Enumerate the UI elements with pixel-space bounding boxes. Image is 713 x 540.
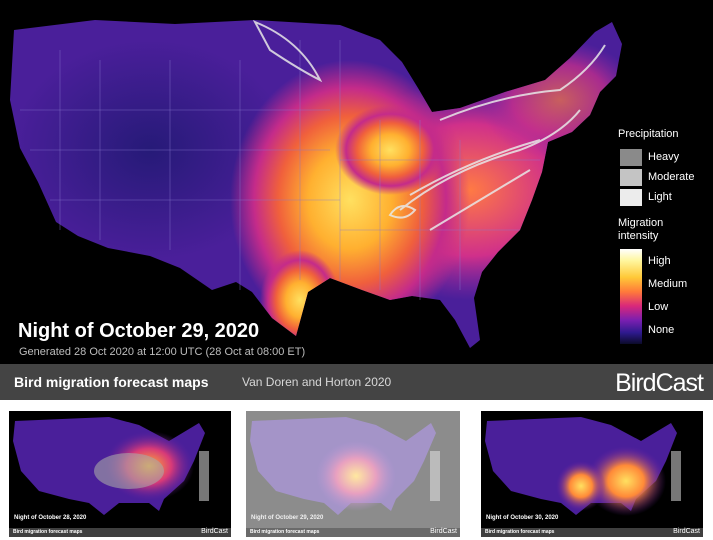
birdcast-logo: BirdCast [615, 369, 704, 397]
migration-intensity-layer [10, 40, 622, 348]
thumbnail-brand: BirdCast [430, 528, 457, 535]
thumbnail-map-oct-28 [13, 417, 209, 515]
map-subtitle: Generated 28 Oct 2020 at 12:00 UTC (28 O… [19, 346, 306, 358]
thumbnail-strip: Night of October 28, 2020 Bird migration… [0, 400, 713, 540]
thumbnail-footer-title: Bird migration forecast maps [13, 529, 83, 535]
thumbnail-footer: Bird migration forecast maps BirdCast [481, 528, 703, 537]
legend-precip-light: Light [618, 187, 713, 207]
thumbnail-oct-30[interactable]: Night of October 30, 2020 Bird migration… [481, 411, 703, 537]
us-migration-map [10, 20, 622, 348]
footer-bar: Bird migration forecast maps Van Doren a… [0, 364, 713, 400]
thumbnail-footer: Bird migration forecast maps BirdCast [246, 528, 460, 537]
footer-credit: Van Doren and Horton 2020 [242, 375, 392, 389]
precip-light-label: Light [648, 191, 672, 203]
thumbnail-oct-29[interactable]: Night of October 29, 2020 Bird migration… [246, 411, 460, 537]
precip-light-swatch [620, 189, 642, 206]
precip-heavy-label: Heavy [648, 151, 680, 163]
migration-heading: Migration intensity [618, 217, 664, 242]
thumbnail-oct-28[interactable]: Night of October 28, 2020 Bird migration… [9, 411, 231, 537]
thumbnail-title: Night of October 29, 2020 [251, 515, 324, 521]
precip-moderate-swatch [620, 169, 642, 186]
migration-scale: High Medium Low None [618, 249, 713, 349]
migration-medium-label: Medium [648, 278, 688, 290]
precipitation-outlines [252, 20, 606, 231]
precip-heading: Precipitation [618, 128, 679, 140]
thumbnail-map-oct-29 [250, 417, 440, 515]
migration-low-label: Low [648, 301, 669, 313]
map-title: Night of October 29, 2020 [18, 320, 260, 342]
footer-title: Bird migration forecast maps [14, 374, 209, 390]
legend-precip-heavy: Heavy [618, 147, 713, 167]
migration-color-bar [620, 249, 642, 344]
thumbnail-brand: BirdCast [673, 528, 700, 535]
thumbnail-footer: Bird migration forecast maps BirdCast [9, 528, 231, 537]
thumbnail-brand: BirdCast [201, 528, 228, 535]
legend: Precipitation Heavy Moderate Light Migra… [618, 128, 713, 349]
thumbnail-title: Night of October 30, 2020 [486, 515, 559, 521]
migration-none-label: None [648, 324, 675, 336]
main-forecast-map: Night of October 29, 2020 Generated 28 O… [0, 0, 713, 400]
migration-high-label: High [648, 255, 671, 267]
precip-moderate-label: Moderate [648, 171, 695, 183]
precip-heavy-swatch [620, 149, 642, 166]
thumbnail-footer-title: Bird migration forecast maps [485, 529, 555, 535]
thumbnail-footer-title: Bird migration forecast maps [250, 529, 320, 535]
thumbnail-map-oct-30 [485, 417, 681, 516]
legend-precip-moderate: Moderate [618, 167, 713, 187]
thumbnail-title: Night of October 28, 2020 [14, 515, 87, 521]
